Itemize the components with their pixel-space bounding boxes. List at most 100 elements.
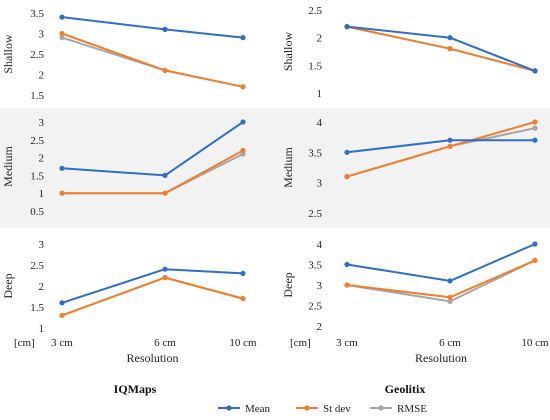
y-tick-label: 1.5 [30,90,44,102]
x-axis-title: Resolution [415,351,467,365]
series-line-rmse [61,36,244,88]
data-point-mean [59,165,65,171]
y-tick-label: 3 [317,178,323,190]
data-point-st-dev [59,30,65,37]
y-tick-label: 1.5 [30,170,44,182]
y-tick-label: 1.5 [30,302,44,314]
x-tick-label: 10 cm [521,337,549,349]
y-tick-label: 3.5 [30,8,44,20]
series-line-rmse [61,276,244,317]
x-tick-label: 6 cm [439,337,461,349]
y-tick-label: 1 [39,188,45,200]
data-point-mean [162,26,168,32]
legend-item-st-dev: St dev [296,403,351,415]
data-point-rmse [59,35,65,41]
series-line-st-dev [61,32,244,88]
y-tick-label: 2 [39,70,45,82]
data-point-mean [447,35,453,41]
data-point-rmse [447,298,453,304]
y-tick-label: 3 [39,117,45,129]
panel-iqmaps-shallow: Shallow 1.5 2 2.5 3 3.5 [1,8,246,102]
unit-label: [cm] [290,337,311,349]
row-band-2 [0,108,550,228]
y-tick-label: 3.5 [308,260,322,272]
data-point-st-dev [240,296,246,302]
data-point-mean [344,24,350,30]
y-tick-label: 4 [317,117,323,129]
y-tick-label: 0.5 [30,206,44,218]
data-point-st-dev [344,282,350,288]
y-tick-label: 2 [317,321,323,333]
y-tick-label: 2.5 [30,49,44,61]
series-line-mean [61,268,244,304]
legend-label: Mean [245,403,271,415]
y-tick-label: 1 [317,88,323,100]
panel-geolitix-shallow: Shallow 1 1.5 2 2.5 [281,5,538,100]
data-point-st-dev [162,67,168,73]
data-point-st-dev [447,46,453,52]
y-tick-label: 2.5 [30,260,44,272]
data-point-st-dev [344,174,350,180]
panel-iqmaps-medium: Medium 0.5 1 1.5 2 2.5 3 [1,117,246,218]
series-line-mean [346,243,536,282]
row-label: Deep [1,273,15,298]
x-tick-label: 3 cm [336,337,358,349]
data-point-mean [532,137,538,143]
data-point-st-dev [240,147,246,154]
y-tick-label: 2 [39,153,45,165]
row-label: Medium [281,147,295,188]
data-point-st-dev [447,143,453,149]
y-tick-label: 2.5 [308,208,322,220]
y-tick-label: 3 [39,239,45,251]
y-tick-label: 2.5 [308,5,322,17]
data-point-st-dev [240,84,246,90]
data-point-rmse [532,125,538,131]
panel-geolitix-medium: Medium 2.5 3 3.5 4 [281,117,538,220]
series-line-mean [61,16,244,39]
data-point-st-dev [447,294,453,300]
data-point-mean [447,278,453,284]
data-point-mean [162,266,168,272]
data-point-mean [447,137,453,143]
data-point-st-dev [59,312,65,318]
data-point-st-dev [532,119,538,125]
data-point-st-dev [162,275,168,281]
data-point-mean [532,241,538,247]
data-point-st-dev [59,190,65,196]
legend-swatch-marker [304,405,310,411]
row-label: Deep [281,272,295,297]
x-axis-title: Resolution [126,351,178,365]
column-title: Geolitix [385,382,426,396]
y-tick-label: 3 [317,280,323,292]
data-point-st-dev [162,190,168,196]
legend-label: St dev [323,403,351,415]
data-point-mean [240,35,246,41]
data-point-mean [344,261,350,268]
y-tick-label: 4 [317,239,323,251]
y-tick-label: 1.5 [308,60,322,72]
legend-item-mean: Mean [218,403,271,415]
y-tick-label: 1 [39,323,45,335]
legend-swatch-marker [378,405,384,411]
data-point-mean [162,172,168,178]
y-tick-label: 2 [317,33,323,45]
y-tick-label: 3 [39,29,45,41]
column-title: IQMaps [114,382,157,396]
data-point-mean [59,14,65,20]
x-tick-label: 3 cm [51,337,73,349]
y-tick-label: 2.5 [30,135,44,147]
y-tick-label: 2.5 [308,301,322,313]
data-point-mean [344,149,350,155]
series-line-st-dev [61,276,244,317]
data-point-st-dev [532,257,538,263]
data-point-mean [532,68,538,74]
data-point-mean [240,119,246,125]
data-point-mean [240,270,246,276]
legend-item-rmse: RMSE [370,403,427,415]
row-label: Shallow [1,34,15,74]
row-label: Shallow [281,32,295,72]
unit-label: [cm] [14,337,35,349]
y-tick-label: 2 [39,281,45,293]
data-point-mean [59,300,65,306]
